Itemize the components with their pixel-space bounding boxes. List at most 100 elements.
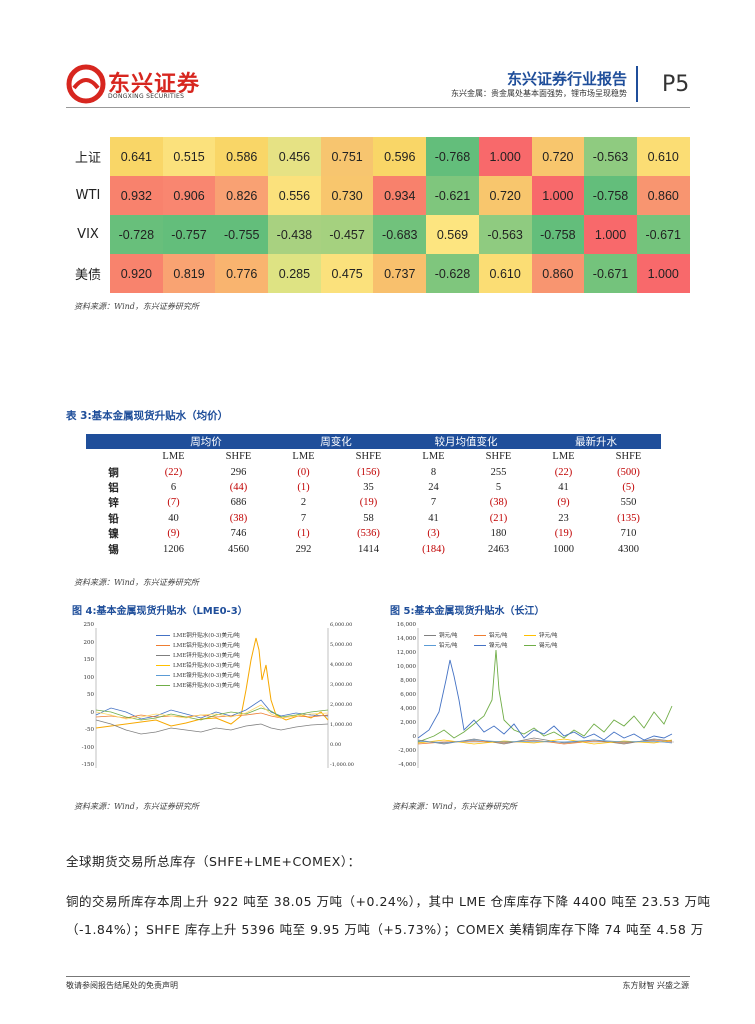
table3-cell: (21) bbox=[489, 512, 508, 524]
table3-cell: 41 bbox=[428, 512, 439, 524]
table3-cell: 8 bbox=[430, 466, 437, 478]
fig5-legend-item: 锌元/吨 bbox=[524, 630, 574, 640]
corr-cell: 0.860 bbox=[636, 176, 690, 215]
table3-row: 锡 1206 4560 292 1414 (184) 2463 1000 4300 bbox=[86, 541, 661, 556]
group-header: 较月均值变化 bbox=[434, 436, 498, 448]
corr-cell: -0.768 bbox=[426, 137, 479, 176]
table3-cell: (9) bbox=[557, 497, 570, 509]
table3-cell: 6 bbox=[170, 481, 177, 493]
fig4-legend-item: LME镍升贴水(0-3)美元/吨 bbox=[156, 670, 240, 680]
table3-subhead: LME bbox=[292, 451, 315, 463]
report-subtitle: 东兴金属：贵金属处基本面强势，锂市场呈现稳势 bbox=[451, 89, 627, 98]
legend-label: 铝元/吨 bbox=[489, 633, 508, 639]
correlation-table: 上证 0.641 0.515 0.586 0.456 0.751 0.596 -0.768 1.… bbox=[66, 137, 690, 293]
footer-disclaimer: 敬请参阅报告结尾处的免责声明 bbox=[66, 981, 178, 990]
figure5-title: 图 5:基本金属现货升贴水（长江） bbox=[390, 606, 545, 617]
header-rule bbox=[66, 107, 690, 108]
fig5-legend-item: 铅元/吨 bbox=[424, 640, 474, 650]
fig4-left-tick: -150 bbox=[81, 762, 94, 768]
corr-cell: 0.819 bbox=[162, 254, 216, 293]
fig5-legend-item: 铝元/吨 bbox=[474, 630, 524, 640]
corr-row: VIX -0.728 -0.757 -0.755 -0.438 -0.457 -0.683 0… bbox=[66, 215, 690, 254]
corr-row-label: 美债 bbox=[74, 268, 101, 283]
corr-cell: 0.515 bbox=[162, 137, 216, 176]
corr-cell: 0.610 bbox=[636, 137, 690, 176]
corr-cell: -0.758 bbox=[531, 215, 585, 254]
corr-cell: -0.671 bbox=[636, 215, 690, 254]
page-number: P5 bbox=[662, 72, 690, 97]
table3-cell: (19) bbox=[554, 528, 573, 540]
table3-cell: (22) bbox=[554, 466, 573, 478]
table3-cell: 4560 bbox=[228, 543, 249, 555]
table3-cell: 7 bbox=[300, 512, 307, 524]
corr-row: 上证 0.641 0.515 0.586 0.456 0.751 0.596 -0.768 1.… bbox=[66, 137, 690, 176]
corr-row-label: WTI bbox=[75, 188, 101, 203]
table3-cell: 1206 bbox=[163, 543, 184, 555]
fig4-right-tick: 2,000.00 bbox=[330, 702, 353, 708]
company-logo: 东兴证券 DONGXING SECURITIES bbox=[66, 64, 216, 106]
table3-row: 铜 (22) 296 (0) (156) 8 255 (22) (500) bbox=[86, 464, 661, 479]
brand-title: 东兴证券行业报告 bbox=[506, 70, 627, 88]
header-divider bbox=[636, 66, 638, 102]
table3-cell: 41 bbox=[558, 481, 569, 493]
corr-cell: -0.683 bbox=[373, 215, 427, 254]
table3-cell: (156) bbox=[357, 466, 380, 478]
fig4-legend-item: LME锡升贴水(0-3)美元/吨 bbox=[156, 680, 240, 690]
logo-text-en: DONGXING SECURITIES bbox=[108, 93, 185, 100]
group-header: 周变化 bbox=[320, 436, 352, 448]
table3-cell: (44) bbox=[229, 481, 248, 493]
legend-swatch bbox=[424, 644, 436, 646]
legend-label: LME锡升贴水(0-3)美元/吨 bbox=[173, 683, 240, 689]
legend-label: LME锌升贴水(0-3)美元/吨 bbox=[173, 653, 240, 659]
corr-cell: 0.569 bbox=[426, 215, 479, 254]
table3-subheader: LME SHFE LME SHFE LME SHFE LME SHFE bbox=[86, 449, 661, 464]
table3-cell: (22) bbox=[164, 466, 183, 478]
corr-cell: 0.751 bbox=[320, 137, 374, 176]
figure4-title: 图 4:基本金属现货升贴水（LME0-3） bbox=[72, 606, 248, 617]
legend-label: 锡元/吨 bbox=[539, 643, 558, 649]
legend-label: LME铝升贴水(0-3)美元/吨 bbox=[173, 643, 240, 649]
table3-cell: 5 bbox=[495, 481, 502, 493]
table3-cell: 710 bbox=[620, 528, 637, 540]
source-note: 资料来源：Wind，东兴证券研究所 bbox=[74, 578, 199, 587]
table3-subhead: LME bbox=[422, 451, 445, 463]
fig4-left-tick: 0 bbox=[90, 709, 95, 716]
corr-cell: 0.641 bbox=[110, 137, 163, 176]
table3-row: 铅 40 (38) 7 58 41 (21) 23 (135) bbox=[86, 511, 661, 526]
legend-swatch bbox=[474, 634, 486, 636]
figure4-svg bbox=[95, 628, 329, 768]
table3-cell: (9) bbox=[167, 528, 180, 540]
table3-cell: (38) bbox=[489, 497, 508, 509]
table3-cell: (184) bbox=[422, 543, 445, 555]
table3-cell: 180 bbox=[490, 528, 507, 540]
corr-row: 美债 0.920 0.819 0.776 0.285 0.475 0.737 -0.628 0.… bbox=[66, 254, 690, 293]
corr-cell: 0.826 bbox=[215, 176, 269, 215]
metal-label: 铜 bbox=[108, 466, 119, 479]
fig5-y-tick: -2,000 bbox=[398, 748, 416, 754]
corr-cell: -0.758 bbox=[584, 176, 637, 215]
fig5-legend-item: 镍元/吨 bbox=[474, 640, 524, 650]
table3-subhead: LME bbox=[162, 451, 185, 463]
fig5-legend-item: 铜元/吨 bbox=[424, 630, 474, 640]
logo-icon bbox=[66, 64, 106, 104]
fig4-right-tick: 5,000.00 bbox=[330, 642, 353, 648]
corr-cell: -0.671 bbox=[584, 254, 637, 293]
legend-swatch bbox=[424, 634, 436, 636]
legend-swatch bbox=[156, 634, 170, 636]
corr-row-label: VIX bbox=[77, 227, 99, 242]
corr-cell: -0.563 bbox=[584, 137, 637, 176]
corr-row-label: 上证 bbox=[74, 151, 101, 166]
corr-cell: 1.000 bbox=[478, 137, 532, 176]
table3-subhead: SHFE bbox=[355, 451, 382, 463]
corr-cell: 0.720 bbox=[478, 176, 532, 215]
table3-cell: (3) bbox=[427, 528, 440, 540]
fig5-legend-item: 锡元/吨 bbox=[524, 640, 574, 650]
corr-cell: -0.438 bbox=[268, 215, 321, 254]
table3-cell: (1) bbox=[297, 481, 310, 493]
fig5-y-tick: 12,000 bbox=[396, 650, 416, 656]
legend-swatch bbox=[524, 634, 536, 636]
table3-cell: 2463 bbox=[488, 543, 509, 555]
fig4-legend-item: LME铝升贴水(0-3)美元/吨 bbox=[156, 640, 240, 650]
corr-cell: 0.920 bbox=[110, 254, 163, 293]
table3-cell: (5) bbox=[622, 481, 635, 493]
